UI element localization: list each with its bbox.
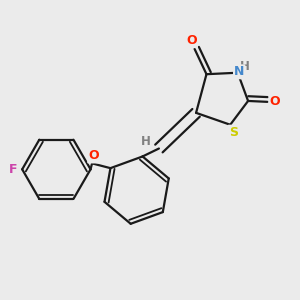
Text: S: S bbox=[229, 126, 238, 139]
Text: F: F bbox=[8, 163, 17, 176]
Text: O: O bbox=[88, 149, 99, 162]
Text: O: O bbox=[269, 95, 280, 108]
Text: N: N bbox=[234, 65, 244, 78]
Text: H: H bbox=[141, 135, 151, 148]
Text: H: H bbox=[240, 60, 250, 73]
Text: O: O bbox=[186, 34, 197, 47]
